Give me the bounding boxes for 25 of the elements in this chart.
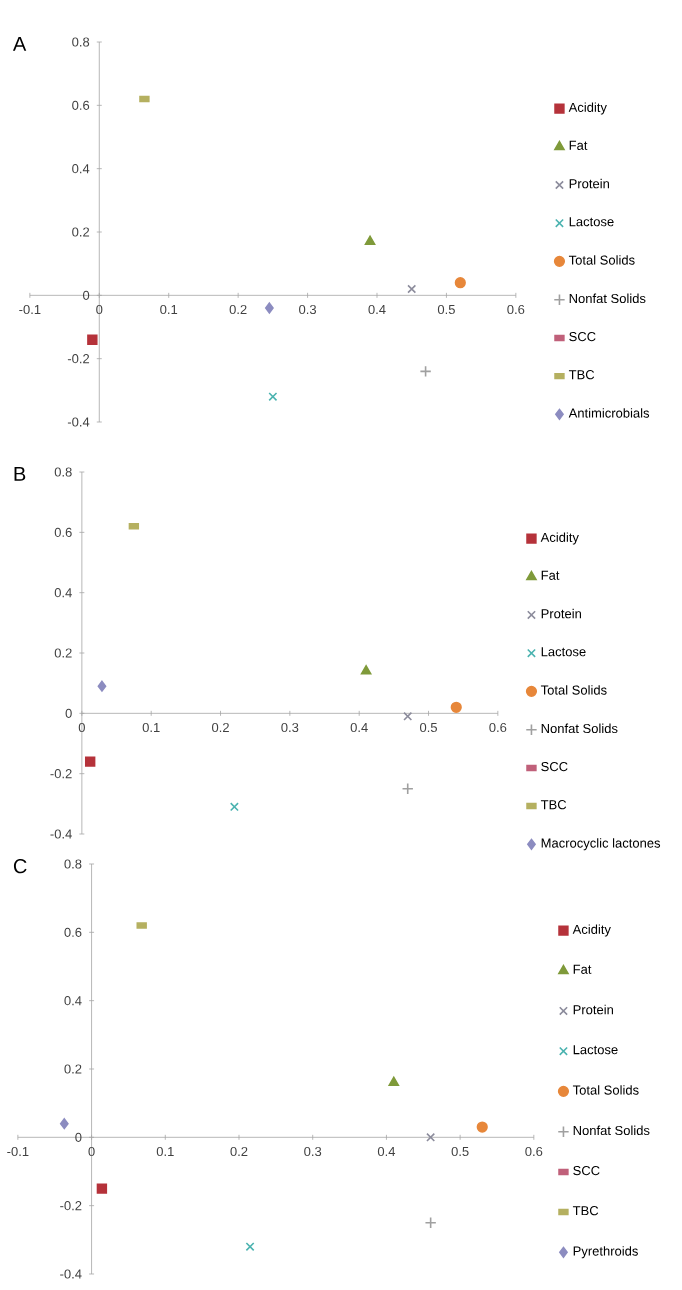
point [476,1121,488,1133]
chart-title: C [14,859,27,874]
point [360,665,372,675]
point [403,711,413,721]
point [419,365,432,378]
point [245,1242,255,1252]
point [265,302,274,314]
point [59,1118,69,1130]
point [407,284,417,294]
point [268,392,278,402]
point [454,277,466,289]
chart-title: A [13,37,27,51]
chart-title: B [14,467,26,481]
point [139,95,150,103]
point [450,701,462,713]
point [87,334,98,345]
point [426,1132,436,1142]
point [388,1076,400,1087]
point [97,680,107,692]
point [85,756,96,767]
point [229,802,239,812]
point [96,1183,108,1194]
point [401,782,414,795]
point [364,235,376,245]
point [424,1216,437,1229]
